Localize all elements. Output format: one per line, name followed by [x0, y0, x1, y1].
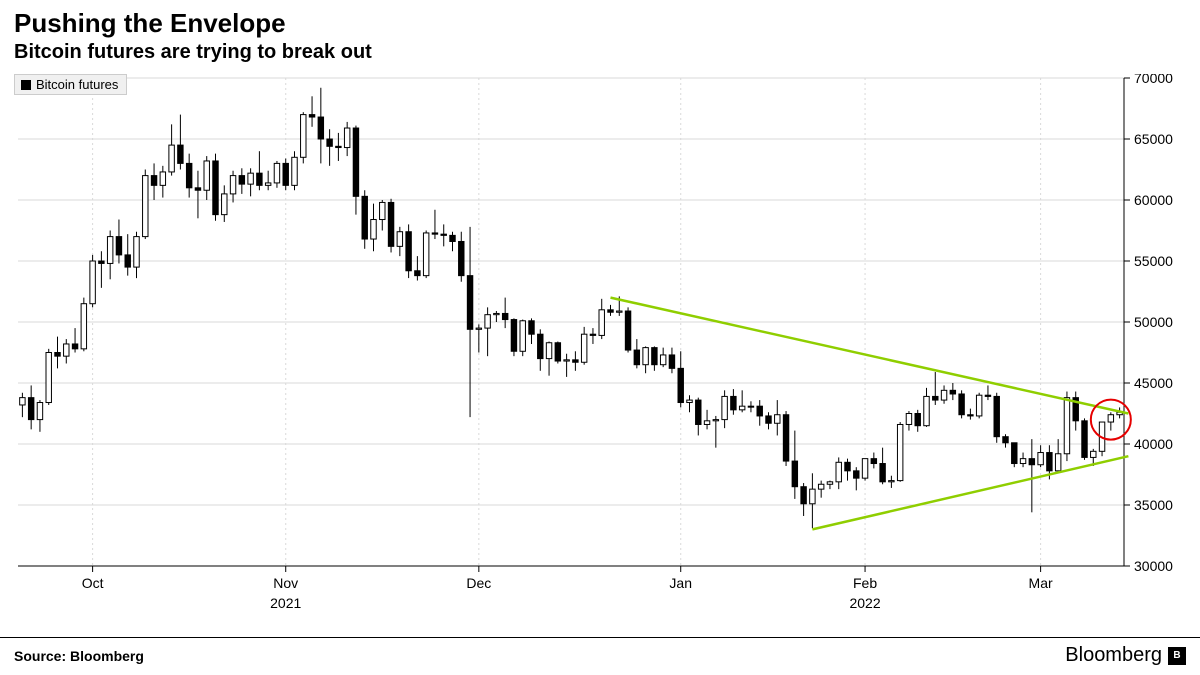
svg-text:55000: 55000 [1134, 253, 1173, 269]
legend: Bitcoin futures [14, 74, 127, 95]
svg-text:Dec: Dec [466, 575, 491, 591]
svg-text:30000: 30000 [1134, 558, 1173, 574]
chart-title: Pushing the Envelope [14, 8, 1186, 39]
legend-label: Bitcoin futures [36, 77, 118, 92]
svg-text:Feb: Feb [853, 575, 877, 591]
footer: Source: Bloomberg Bloomberg B [0, 637, 1200, 675]
brand: Bloomberg B [1065, 644, 1186, 667]
svg-text:2021: 2021 [270, 595, 301, 611]
chart-area: Bitcoin futures 30000 35000 40000 45000 5000… [14, 74, 1186, 620]
brand-text: Bloomberg [1065, 644, 1162, 667]
svg-text:Nov: Nov [273, 575, 298, 591]
svg-text:2022: 2022 [849, 595, 880, 611]
candlestick-chart: 30000 35000 40000 45000 50000 55000 60000 65000… [14, 74, 1186, 620]
svg-text:70000: 70000 [1134, 74, 1173, 86]
svg-text:50000: 50000 [1134, 314, 1173, 330]
chart-subtitle: Bitcoin futures are trying to break out [14, 41, 1186, 64]
source-text: Source: Bloomberg [14, 648, 144, 664]
brand-icon: B [1168, 647, 1186, 665]
svg-text:Mar: Mar [1029, 575, 1053, 591]
svg-text:60000: 60000 [1134, 192, 1173, 208]
svg-text:65000: 65000 [1134, 131, 1173, 147]
svg-text:40000: 40000 [1134, 436, 1173, 452]
svg-text:45000: 45000 [1134, 375, 1173, 391]
legend-swatch [21, 80, 31, 90]
svg-text:Oct: Oct [82, 575, 104, 591]
svg-text:Jan: Jan [669, 575, 692, 591]
svg-text:35000: 35000 [1134, 497, 1173, 513]
